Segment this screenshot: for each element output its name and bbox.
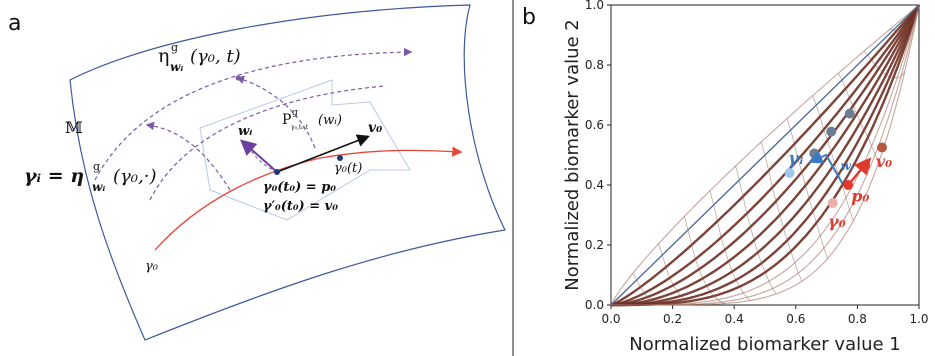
transverse-grid-line xyxy=(786,118,828,259)
parallel-transport-label: P g γ₀,t₀,t (wᵢ) xyxy=(282,108,342,131)
geodesic-curve xyxy=(610,4,920,306)
x-tick-label: 0.0 xyxy=(601,312,620,326)
dashed-curve-mid xyxy=(149,85,386,201)
panel-a-letter: a xyxy=(8,11,21,36)
geodesic-gamma0 xyxy=(154,146,463,251)
gamma-i-equation: γᵢ = η g wᵢ (γ₀,·) xyxy=(24,160,156,194)
geodesic-curve xyxy=(610,4,921,307)
v0-vector xyxy=(276,134,370,173)
w-i-arrow xyxy=(808,150,844,184)
transverse-grid-line xyxy=(889,4,920,31)
manifold-label: 𝕄 xyxy=(65,118,83,137)
transverse-grid-line xyxy=(760,141,803,282)
dashed-curve-top xyxy=(94,47,413,181)
eta-label: η g wᵢ (γ₀, t) xyxy=(158,41,241,74)
y-tick-label: 0.4 xyxy=(585,178,604,192)
biomarker-plot: 0.0 0.2 0.4 0.6 0.8 1.0 0.0 0.2 0.4 0.6 0.8 1.0 γᵢ wᵢ… xyxy=(585,0,929,326)
gamma-i-annotation: γᵢ xyxy=(788,149,803,169)
transverse-grid-line xyxy=(863,50,905,79)
w-i-annotation: wᵢ xyxy=(840,159,853,173)
panel-a: a η g wᵢ (γ₀, t) 𝕄 γᵢ = η g wᵢ xyxy=(8,4,506,341)
data-point xyxy=(877,142,888,153)
svg-text:wᵢ: wᵢ xyxy=(170,60,183,74)
svg-text:P: P xyxy=(282,112,291,128)
v0-label: v₀ xyxy=(368,120,382,136)
x-tick-label: 1.0 xyxy=(909,312,928,326)
transverse-grid-line xyxy=(709,190,751,301)
geodesic-curve xyxy=(611,4,920,306)
y-tick-label: 1.0 xyxy=(585,0,604,12)
svg-text:g: g xyxy=(171,41,178,54)
geodesic-curve xyxy=(610,4,920,307)
x-tick-label: 0.8 xyxy=(848,312,867,326)
svg-text:(wᵢ): (wᵢ) xyxy=(318,113,342,128)
geodesic-curve xyxy=(610,4,920,307)
transverse-grid-line xyxy=(812,95,854,222)
geodesic-curve xyxy=(610,4,921,307)
data-point xyxy=(826,126,837,137)
data-point xyxy=(844,108,855,119)
svg-text:η: η xyxy=(158,45,169,67)
gamma0-t-label: γ₀(t) xyxy=(334,161,362,176)
transverse-grid-line xyxy=(735,165,777,295)
svg-text:γ₀,t₀,t: γ₀,t₀,t xyxy=(291,124,309,131)
svg-text:γᵢ = η: γᵢ = η xyxy=(24,165,84,187)
svg-text:(γ₀,·): (γ₀,·) xyxy=(113,166,156,187)
y-tick-label: 0.6 xyxy=(585,118,604,132)
panel-b-letter: b xyxy=(522,5,536,30)
data-point xyxy=(809,148,820,159)
gamma0-label: γ₀ xyxy=(145,259,159,274)
svg-text:g: g xyxy=(292,108,298,118)
gamma0-t-point xyxy=(337,155,343,161)
dashed-connector-2 xyxy=(235,75,316,149)
manifold-surface xyxy=(69,4,506,341)
y-tick-label: 0.0 xyxy=(585,298,604,312)
y-tick-label: 0.8 xyxy=(585,58,604,72)
eq-p0: γ₀(t₀) = p₀ xyxy=(263,180,336,195)
svg-text:(γ₀, t): (γ₀, t) xyxy=(190,46,241,67)
transverse-grid-line xyxy=(683,216,726,304)
x-tick-label: 0.6 xyxy=(786,312,805,326)
gamma0-annotation: γ₀ xyxy=(828,212,846,231)
svg-text:wᵢ: wᵢ xyxy=(92,180,105,194)
panel-b: b 0.0 0.2 0.4 0.6 0.8 1.0 0.0 0.2 0.4 0.6 0.8 1.0 γᵢ… xyxy=(522,0,929,355)
transverse-grid-line xyxy=(632,273,674,306)
y-tick-label: 0.2 xyxy=(585,238,604,252)
p0-annotation: p₀ xyxy=(851,187,869,206)
plot-frame xyxy=(610,4,920,306)
x-tick-label: 0.2 xyxy=(663,312,682,326)
eq-v0: γ′₀(t₀) = v₀ xyxy=(263,199,338,214)
svg-text:g: g xyxy=(93,160,100,173)
w-vector xyxy=(240,139,278,173)
dashed-connector-1 xyxy=(145,121,231,191)
v0-annotation: v₀ xyxy=(876,152,892,171)
data-point xyxy=(827,198,838,208)
x-axis-label: Normalized biomarker value 1 xyxy=(629,334,901,355)
dashed-point xyxy=(235,75,241,81)
geodesic-curve xyxy=(611,4,921,307)
data-point xyxy=(784,168,795,178)
transverse-grid-line xyxy=(658,243,700,305)
x-tick-label: 0.4 xyxy=(725,312,744,326)
y-axis-label: Normalized biomarker value 2 xyxy=(562,19,583,291)
gamma-i-line xyxy=(610,4,920,306)
w-label: wᵢ xyxy=(238,124,252,139)
tangent-plane xyxy=(199,79,411,221)
transverse-grid-line xyxy=(837,73,880,162)
p0-point xyxy=(274,169,280,175)
v0-arrow xyxy=(847,157,872,186)
